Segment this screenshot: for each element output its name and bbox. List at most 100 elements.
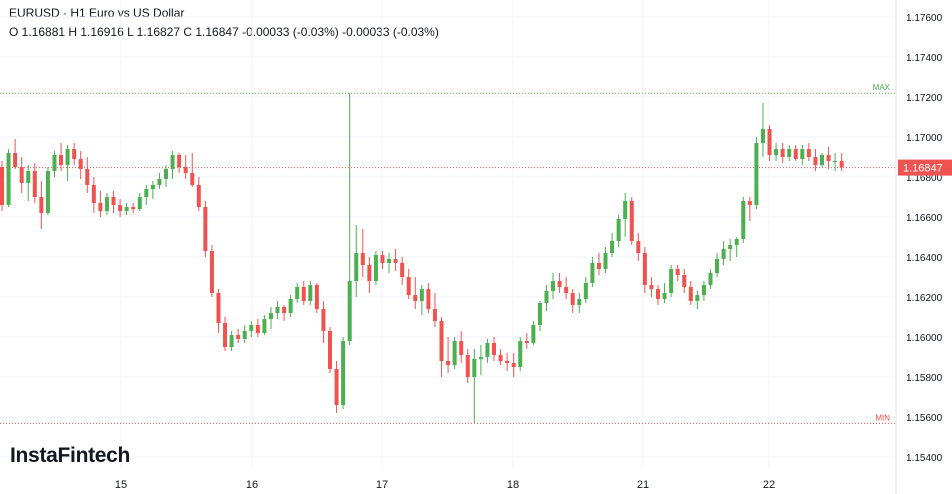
candle-body <box>787 149 792 157</box>
candle-body <box>65 149 70 165</box>
candle-body <box>590 263 595 283</box>
candle-body <box>216 293 221 323</box>
candle <box>570 289 575 313</box>
candle-body <box>610 241 615 253</box>
candle-body <box>774 149 779 155</box>
candle-body <box>223 323 228 347</box>
candle-body <box>741 201 746 239</box>
candle <box>164 165 168 187</box>
candle <box>0 161 4 211</box>
candle <box>65 145 70 181</box>
candle <box>616 215 621 247</box>
candle-body <box>439 321 444 361</box>
candle-body <box>131 207 136 209</box>
candle <box>537 301 542 331</box>
candle-body <box>341 341 346 405</box>
candle-body <box>485 343 490 357</box>
candle <box>321 301 326 343</box>
candle <box>223 317 228 351</box>
candle-body <box>767 129 772 155</box>
candle <box>590 257 595 287</box>
candle-body <box>728 245 733 249</box>
candle <box>13 139 18 169</box>
candle-body <box>708 273 713 285</box>
candle <box>531 321 536 345</box>
candle <box>249 321 254 337</box>
price-tick-label: 1.15400 <box>906 453 943 464</box>
candle-body <box>334 369 339 405</box>
candle <box>511 353 516 377</box>
candle-body <box>557 281 562 287</box>
reference-lines: MAX MIN <box>0 83 896 424</box>
candle-body <box>85 169 90 185</box>
candle <box>642 247 647 293</box>
candle <box>347 93 352 345</box>
candle-body <box>492 343 496 355</box>
candle <box>754 137 759 209</box>
candle-body <box>209 251 214 293</box>
candle <box>544 285 549 311</box>
candle <box>170 151 175 179</box>
candle-body <box>26 171 31 183</box>
candle-body <box>32 171 37 197</box>
candle <box>26 165 31 201</box>
candle <box>301 281 306 305</box>
candle <box>183 155 188 179</box>
candle <box>216 289 221 333</box>
candle <box>282 305 287 321</box>
candle <box>400 257 405 285</box>
candle <box>59 143 64 171</box>
candle-body <box>387 259 392 263</box>
candle <box>118 199 123 217</box>
candle-body <box>452 341 457 365</box>
candle-body <box>0 167 4 205</box>
candle <box>780 143 785 163</box>
candle-body <box>721 249 726 259</box>
time-tick-label: 18 <box>507 479 519 491</box>
price-tick-label: 1.16200 <box>906 293 943 304</box>
candle <box>39 181 44 229</box>
candle <box>91 177 96 213</box>
candle <box>747 197 752 221</box>
candle-body <box>760 129 765 143</box>
candle <box>131 203 136 213</box>
candle-body <box>793 149 798 159</box>
price-tick-label: 1.16600 <box>906 213 943 224</box>
ohlc-legend: O 1.16881 H 1.16916 L 1.16827 C 1.16847 … <box>9 25 439 39</box>
candle <box>793 145 798 161</box>
candle <box>19 157 24 193</box>
candle <box>505 353 510 371</box>
candle-body <box>629 201 634 241</box>
candle-body <box>459 341 464 355</box>
candle-body <box>183 167 188 173</box>
candle-body <box>669 269 674 293</box>
candle-body <box>505 361 510 363</box>
candle <box>452 337 457 369</box>
candle-body <box>196 185 201 207</box>
candle <box>196 177 201 211</box>
time-tick-label: 17 <box>376 479 388 491</box>
time-tick-label: 15 <box>115 479 127 491</box>
candle <box>623 193 628 237</box>
candle <box>465 349 470 383</box>
candle <box>478 345 483 375</box>
candle-body <box>275 307 280 313</box>
candle <box>564 277 569 299</box>
candle-body <box>314 285 319 309</box>
candle-body <box>380 255 385 263</box>
candle-body <box>432 309 437 321</box>
candle-body <box>570 293 575 305</box>
price-tick-label: 1.17200 <box>906 93 943 104</box>
time-tick-label: 16 <box>246 479 258 491</box>
candle-body <box>682 275 687 287</box>
candle-body <box>551 281 556 291</box>
candle <box>734 237 739 257</box>
candle <box>150 181 155 199</box>
candle-body <box>419 289 424 301</box>
candle-body <box>72 149 77 159</box>
candle <box>839 153 844 171</box>
candle <box>787 145 792 161</box>
candle <box>262 315 267 335</box>
last-price-tag <box>898 159 952 176</box>
